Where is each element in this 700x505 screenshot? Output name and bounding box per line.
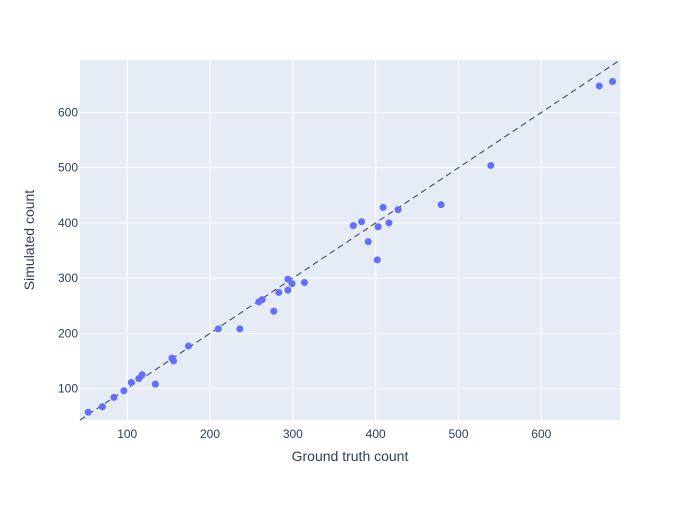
data-point — [275, 288, 283, 296]
data-point — [184, 342, 192, 350]
data-point — [609, 78, 617, 86]
data-point — [358, 218, 366, 226]
y-axis-title: Simulated count — [21, 190, 37, 291]
reference-line-group — [79, 59, 621, 421]
x-tick-label: 400 — [366, 427, 386, 441]
data-point — [258, 296, 266, 304]
x-tick-label: 100 — [117, 427, 137, 441]
data-point — [284, 286, 292, 294]
data-point — [138, 371, 146, 379]
data-point — [300, 279, 308, 287]
data-point — [288, 280, 296, 288]
data-point — [110, 393, 118, 401]
y-tick-label: 100 — [58, 382, 78, 396]
data-point — [236, 325, 244, 333]
data-point — [364, 238, 372, 246]
data-point — [270, 307, 278, 315]
gridlines — [80, 60, 620, 420]
data-point — [385, 219, 393, 227]
x-tick-label: 200 — [200, 427, 220, 441]
data-point — [84, 408, 92, 416]
data-point — [437, 201, 445, 209]
data-point — [120, 387, 128, 395]
reference-line — [79, 59, 621, 421]
x-axis-title: Ground truth count — [292, 448, 409, 464]
data-point — [374, 223, 382, 231]
x-tick-label: 600 — [531, 427, 551, 441]
y-tick-label: 200 — [58, 326, 78, 340]
y-tick-label: 500 — [58, 161, 78, 175]
data-point — [394, 206, 402, 214]
y-tick-label: 300 — [58, 271, 78, 285]
data-point — [379, 203, 387, 211]
data-point — [373, 256, 381, 264]
y-tick-label: 400 — [58, 216, 78, 230]
y-axis-ticks: 100 200 300 400 500 600 — [58, 105, 78, 395]
data-point — [214, 325, 222, 333]
x-tick-label: 300 — [283, 427, 303, 441]
data-point — [284, 275, 292, 283]
x-axis-ticks: 100 200 300 400 500 600 — [117, 427, 551, 441]
data-point — [98, 403, 106, 411]
y-tick-label: 600 — [58, 105, 78, 119]
data-point — [487, 161, 495, 169]
data-point — [151, 380, 159, 388]
data-point — [127, 378, 135, 386]
data-point — [349, 222, 357, 230]
data-points — [84, 78, 617, 416]
data-point — [170, 357, 178, 365]
data-point — [595, 82, 603, 90]
x-tick-label: 500 — [448, 427, 468, 441]
